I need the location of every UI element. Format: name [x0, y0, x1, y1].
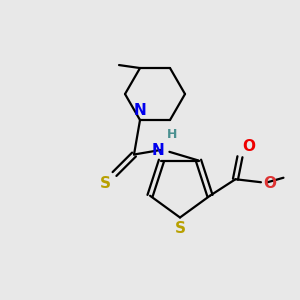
Text: S: S — [100, 176, 111, 190]
Text: N: N — [134, 103, 146, 118]
Text: O: O — [263, 176, 276, 191]
Text: O: O — [242, 139, 255, 154]
Text: S: S — [175, 221, 185, 236]
Text: N: N — [151, 142, 164, 158]
Text: H: H — [167, 128, 177, 141]
